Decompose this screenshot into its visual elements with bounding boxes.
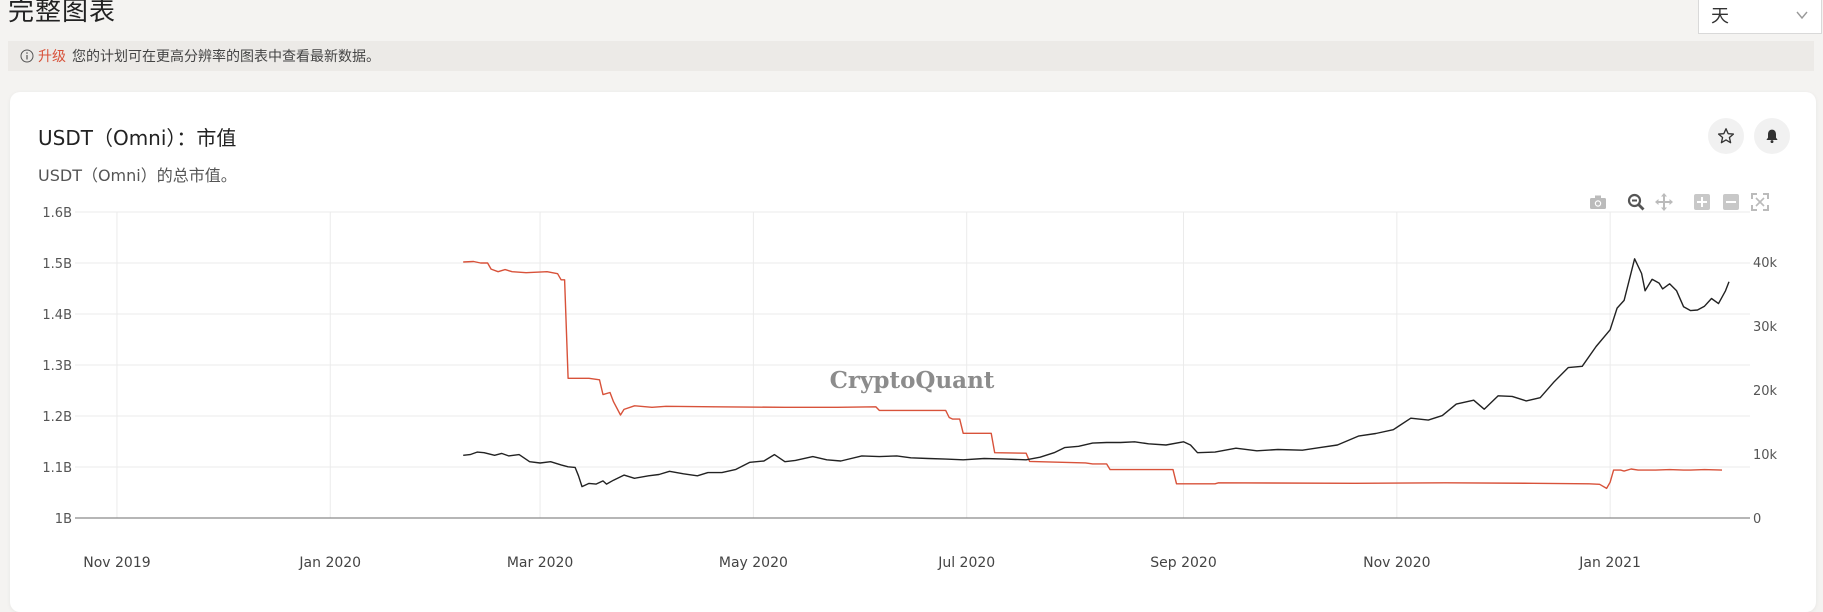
chart-card: USDT（Omni）：市值 USDT（Omni）的总市值。 bbox=[10, 92, 1816, 612]
y-left-tick-label: 1.3B bbox=[42, 359, 72, 374]
pan-icon[interactable] bbox=[1654, 192, 1674, 212]
x-tick-label: Mar 2020 bbox=[507, 555, 574, 571]
y-left-tick-label: 1.4B bbox=[42, 308, 72, 323]
zoom-in-icon[interactable] bbox=[1692, 192, 1712, 212]
period-select-value: 天 bbox=[1711, 6, 1729, 27]
star-icon bbox=[1717, 128, 1735, 144]
autoscale-icon[interactable] bbox=[1750, 192, 1770, 212]
y-left-tick-label: 1.6B bbox=[42, 206, 72, 221]
camera-icon[interactable] bbox=[1588, 192, 1608, 212]
zoom-icon[interactable] bbox=[1626, 192, 1646, 212]
x-tick-label: Jul 2020 bbox=[937, 555, 995, 571]
x-tick-label: Nov 2019 bbox=[83, 555, 150, 571]
favorite-button[interactable] bbox=[1708, 118, 1744, 154]
alert-button[interactable] bbox=[1754, 118, 1790, 154]
chevron-down-icon bbox=[1796, 11, 1808, 20]
y-left-tick-label: 1.5B bbox=[42, 257, 72, 272]
market-cap-line bbox=[463, 260, 1723, 490]
y-left-tick-label: 1B bbox=[55, 512, 72, 527]
y-right-tick-label: 20k bbox=[1753, 384, 1778, 399]
x-tick-label: Jan 2021 bbox=[1578, 555, 1641, 571]
y-right-tick-label: 30k bbox=[1753, 320, 1778, 335]
x-tick-label: Jan 2020 bbox=[298, 555, 361, 571]
info-icon bbox=[20, 49, 34, 63]
y-right-tick-label: 0 bbox=[1753, 512, 1761, 527]
upgrade-link[interactable]: 升级 bbox=[38, 49, 66, 65]
upgrade-notice: 升级 您的计划可在更高分辨率的图表中查看最新数据。 bbox=[8, 41, 1814, 71]
y-right-tick-label: 40k bbox=[1753, 256, 1778, 271]
watermark-logo: CryptoQuant bbox=[830, 367, 995, 394]
period-select[interactable]: 天 bbox=[1698, 0, 1822, 34]
zoom-out-icon[interactable] bbox=[1721, 192, 1741, 212]
y-right-tick-label: 10k bbox=[1753, 448, 1778, 463]
x-tick-label: May 2020 bbox=[719, 555, 788, 571]
notice-text: 您的计划可在更高分辨率的图表中查看最新数据。 bbox=[72, 49, 380, 65]
y-left-tick-label: 1.1B bbox=[42, 461, 72, 476]
chart-title: USDT（Omni）：市值 bbox=[38, 126, 237, 150]
page-title: 完整图表 bbox=[8, 0, 117, 27]
x-tick-label: Sep 2020 bbox=[1150, 555, 1216, 571]
chart-plot[interactable]: Nov 2019 Jan 2020 Mar 2020 May 2020 Jul 2020… bbox=[0, 0, 1823, 595]
y-left-tick-label: 1.2B bbox=[42, 410, 72, 425]
chart-subtitle: USDT（Omni）的总市值。 bbox=[38, 166, 237, 185]
price-line bbox=[463, 258, 1730, 488]
x-tick-label: Nov 2020 bbox=[1363, 555, 1430, 571]
bell-icon bbox=[1766, 129, 1778, 144]
